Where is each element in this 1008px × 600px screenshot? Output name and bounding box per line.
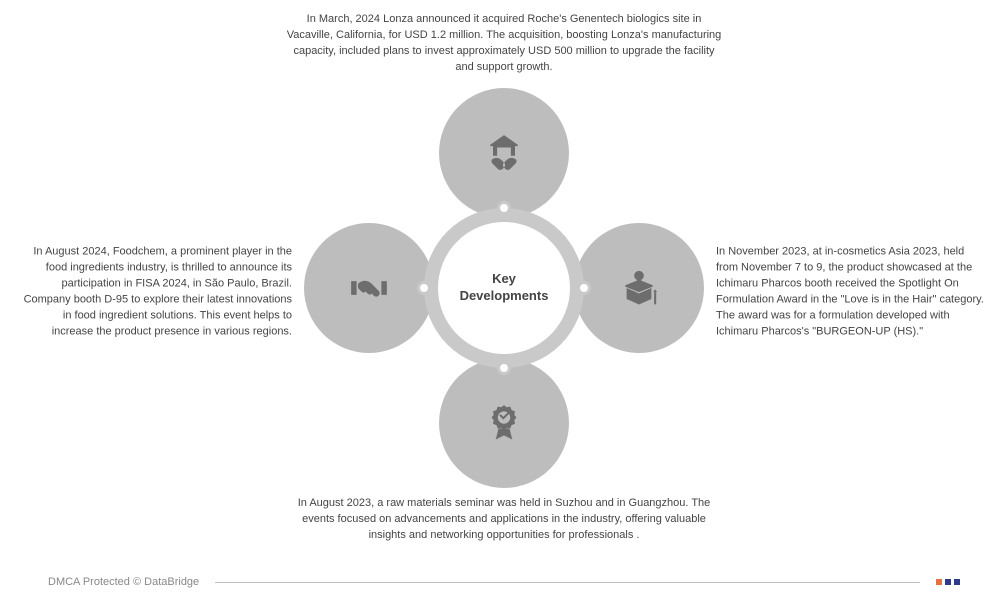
node-bubble-right [574,223,704,353]
node-text-right: In November 2023, at in-cosmetics Asia 2… [716,245,986,341]
footer-dot-3 [954,579,960,585]
footer-dot-2 [945,579,951,585]
footer-text: DMCA Protected © DataBridge [48,576,199,588]
node-bubble-top [439,88,569,218]
handshake-icon [347,266,391,310]
connector-top [497,201,511,215]
footer-dot-1 [936,579,942,585]
footer-line [215,582,920,583]
connector-bottom [497,361,511,375]
footer-dots [936,579,960,585]
connector-right [577,281,591,295]
award-badge-icon [482,401,526,445]
node-bubble-bottom [439,358,569,488]
node-text-top: In March, 2024 Lonza announced it acquir… [284,12,724,76]
center-ring: KeyDevelopments [424,208,584,368]
footer: DMCA Protected © DataBridge [0,576,1008,588]
node-bubble-left [304,223,434,353]
lightbulb-box-icon [617,266,661,310]
key-developments-diagram: KeyDevelopments [294,78,714,498]
center-label: KeyDevelopments [460,271,549,305]
node-text-bottom: In August 2023, a raw materials seminar … [284,496,724,544]
connector-left [417,281,431,295]
node-text-left: In August 2024, Foodchem, a prominent pl… [22,245,292,341]
handshake-house-icon [482,131,526,175]
